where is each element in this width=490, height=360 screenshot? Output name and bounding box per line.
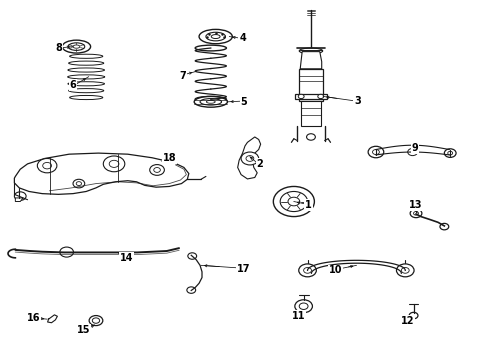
Text: 1: 1	[305, 200, 312, 210]
Text: 16: 16	[27, 313, 41, 323]
Circle shape	[288, 197, 300, 206]
Ellipse shape	[69, 61, 104, 65]
Circle shape	[37, 158, 57, 173]
Ellipse shape	[307, 134, 316, 140]
Circle shape	[448, 151, 453, 155]
Circle shape	[150, 165, 164, 175]
Text: 2: 2	[256, 159, 263, 169]
Ellipse shape	[68, 68, 104, 72]
Text: 3: 3	[354, 96, 361, 106]
Circle shape	[109, 160, 119, 167]
Text: 10: 10	[329, 265, 342, 275]
Ellipse shape	[68, 43, 85, 50]
Circle shape	[304, 267, 312, 273]
Polygon shape	[299, 69, 323, 101]
Circle shape	[76, 182, 81, 185]
Ellipse shape	[206, 100, 215, 103]
Ellipse shape	[62, 40, 91, 53]
Circle shape	[187, 287, 196, 293]
Circle shape	[408, 148, 417, 156]
Circle shape	[280, 192, 308, 212]
Ellipse shape	[69, 89, 104, 93]
Circle shape	[440, 224, 449, 230]
Polygon shape	[14, 153, 189, 194]
Text: 4: 4	[239, 33, 246, 43]
Circle shape	[73, 179, 85, 188]
Ellipse shape	[68, 75, 105, 79]
Circle shape	[295, 300, 313, 313]
Ellipse shape	[194, 96, 227, 107]
Ellipse shape	[199, 30, 232, 44]
Polygon shape	[295, 94, 327, 99]
Text: 5: 5	[241, 97, 247, 107]
Ellipse shape	[73, 45, 80, 48]
Text: 11: 11	[292, 311, 305, 321]
Circle shape	[318, 94, 324, 99]
Circle shape	[401, 267, 409, 273]
Text: 18: 18	[163, 153, 176, 163]
Circle shape	[410, 209, 422, 218]
Text: 15: 15	[77, 325, 91, 335]
Circle shape	[241, 152, 259, 165]
Ellipse shape	[68, 82, 104, 86]
Circle shape	[273, 186, 315, 217]
Text: 14: 14	[120, 253, 133, 263]
Text: 13: 13	[409, 200, 423, 210]
Circle shape	[103, 156, 125, 172]
Circle shape	[299, 303, 308, 310]
Circle shape	[396, 264, 414, 277]
Circle shape	[43, 162, 51, 169]
Text: 17: 17	[237, 264, 251, 274]
Text: 7: 7	[179, 71, 186, 81]
Ellipse shape	[299, 48, 323, 54]
Ellipse shape	[195, 96, 226, 102]
Circle shape	[298, 94, 304, 99]
Polygon shape	[15, 198, 23, 202]
Ellipse shape	[92, 318, 99, 323]
Ellipse shape	[89, 316, 103, 325]
Ellipse shape	[70, 54, 103, 58]
Circle shape	[372, 149, 379, 154]
Text: 8: 8	[55, 43, 62, 53]
Circle shape	[14, 192, 26, 201]
Text: 12: 12	[400, 316, 414, 325]
Polygon shape	[300, 51, 322, 69]
Ellipse shape	[200, 99, 221, 105]
Circle shape	[409, 312, 418, 319]
Circle shape	[414, 212, 418, 215]
Ellipse shape	[211, 35, 220, 39]
Ellipse shape	[70, 95, 103, 100]
Circle shape	[299, 264, 317, 277]
Circle shape	[444, 149, 456, 157]
Polygon shape	[301, 101, 321, 126]
Text: 6: 6	[70, 80, 76, 90]
Circle shape	[154, 167, 160, 172]
Text: 9: 9	[412, 143, 418, 153]
Ellipse shape	[206, 32, 225, 41]
Circle shape	[246, 156, 254, 161]
Circle shape	[368, 146, 384, 158]
Circle shape	[60, 247, 74, 257]
Ellipse shape	[195, 45, 226, 51]
Polygon shape	[238, 137, 261, 179]
Circle shape	[188, 253, 196, 259]
